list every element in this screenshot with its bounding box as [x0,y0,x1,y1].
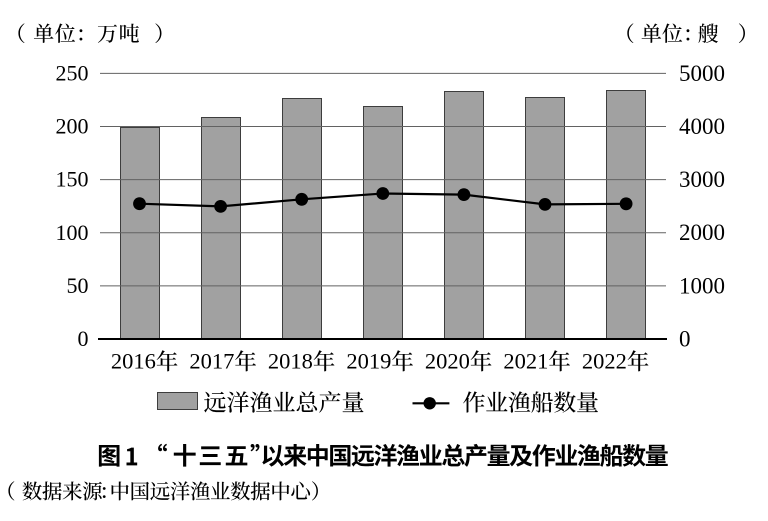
svg-text:3000: 3000 [679,167,725,192]
svg-text:0: 0 [679,326,691,351]
svg-text:200: 200 [56,114,89,139]
svg-text:150: 150 [56,167,89,192]
svg-text:2016: 2016 [111,349,156,374]
svg-text:5000: 5000 [679,61,725,86]
svg-text:4000: 4000 [679,114,725,139]
svg-text:0: 0 [78,326,89,351]
svg-text:2019: 2019 [346,349,391,374]
svg-text:250: 250 [56,60,89,85]
svg-text:100: 100 [56,220,89,245]
svg-text:2022: 2022 [582,349,627,374]
svg-text:2000: 2000 [679,220,725,245]
svg-text:2017: 2017 [189,349,234,374]
svg-text:50: 50 [67,273,89,298]
svg-text:2020: 2020 [425,349,470,374]
svg-text:1000: 1000 [679,273,725,298]
svg-text:2021: 2021 [503,349,548,374]
svg-text:2018: 2018 [268,349,313,374]
